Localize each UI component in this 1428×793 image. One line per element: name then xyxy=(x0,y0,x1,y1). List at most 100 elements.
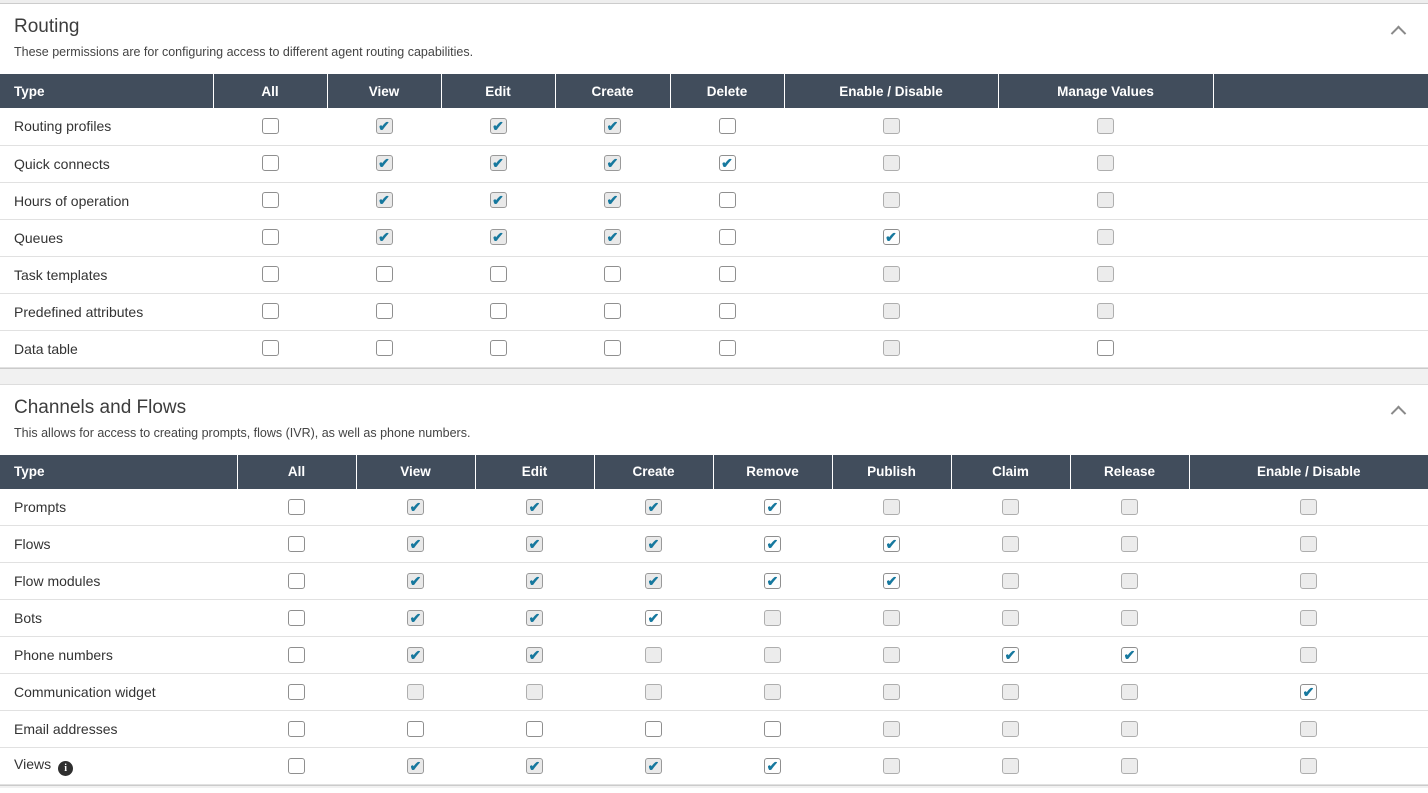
row-label: Bots xyxy=(0,599,237,637)
permission-checkbox[interactable]: ✔ xyxy=(764,757,781,774)
permission-checkbox xyxy=(1121,683,1138,700)
column-header: Publish xyxy=(831,454,951,489)
permission-checkbox[interactable] xyxy=(375,303,393,320)
permission-checkbox[interactable] xyxy=(288,572,305,589)
permission-checkbox[interactable] xyxy=(526,720,543,737)
permission-checkbox[interactable] xyxy=(489,266,507,283)
permission-cell xyxy=(998,182,1213,220)
permission-checkbox[interactable] xyxy=(718,118,736,135)
permission-cell xyxy=(1189,747,1428,785)
permission-checkbox[interactable]: ✔ xyxy=(883,535,900,552)
permission-cell: ✔ xyxy=(832,562,951,600)
permission-cell xyxy=(555,256,670,294)
permission-checkbox[interactable] xyxy=(645,720,662,737)
permission-checkbox[interactable]: ✔ xyxy=(764,572,781,589)
table-row: Prompts ✔ ✔ ✔ ✔ xyxy=(0,488,1428,526)
permission-checkbox[interactable]: ✔ xyxy=(1300,683,1317,700)
permission-checkbox[interactable] xyxy=(288,535,305,552)
permission-checkbox[interactable] xyxy=(718,266,736,283)
permission-checkbox[interactable] xyxy=(261,192,279,209)
permission-cell: ✔ xyxy=(356,747,475,785)
section-title: Routing xyxy=(14,16,80,37)
permission-cell xyxy=(441,330,555,368)
checkmark-icon: ✔ xyxy=(378,192,390,209)
permission-checkbox[interactable]: ✔ xyxy=(1121,646,1138,663)
checkmark-icon: ✔ xyxy=(1123,646,1136,663)
permission-checkbox[interactable] xyxy=(261,118,279,135)
permission-checkbox[interactable] xyxy=(764,720,781,737)
permission-cell xyxy=(951,747,1070,785)
permission-cell xyxy=(1189,488,1428,526)
permission-cell: ✔ xyxy=(475,562,594,600)
permission-checkbox[interactable] xyxy=(604,340,621,357)
permission-checkbox[interactable] xyxy=(489,303,507,320)
permission-cell xyxy=(237,747,356,785)
permission-cell: ✔ xyxy=(475,488,594,526)
checkmark-icon: ✔ xyxy=(647,757,660,774)
checkmark-icon: ✔ xyxy=(721,155,733,172)
checkmark-icon: ✔ xyxy=(378,118,390,135)
checkmark-icon: ✔ xyxy=(409,609,422,626)
permission-checkbox[interactable]: ✔ xyxy=(1002,646,1019,663)
permission-checkbox: ✔ xyxy=(526,646,543,663)
permission-checkbox xyxy=(1121,498,1138,515)
permission-cell xyxy=(237,525,356,563)
permission-cell xyxy=(713,673,832,711)
permission-cell: ✔ xyxy=(356,525,475,563)
permission-checkbox[interactable] xyxy=(261,266,279,283)
permission-checkbox[interactable]: ✔ xyxy=(764,535,781,552)
permission-checkbox xyxy=(1097,155,1114,172)
checkmark-icon: ✔ xyxy=(492,118,504,135)
permission-checkbox[interactable]: ✔ xyxy=(764,498,781,515)
checkmark-icon: ✔ xyxy=(1004,646,1017,663)
permission-checkbox[interactable] xyxy=(288,757,305,774)
checkmark-icon: ✔ xyxy=(647,609,660,626)
permission-cell xyxy=(951,710,1070,748)
permission-checkbox: ✔ xyxy=(375,192,393,209)
permission-checkbox[interactable]: ✔ xyxy=(718,155,736,172)
permission-checkbox[interactable] xyxy=(288,609,305,626)
permission-checkbox[interactable] xyxy=(261,229,279,246)
permission-checkbox: ✔ xyxy=(407,646,424,663)
permission-checkbox[interactable] xyxy=(375,266,393,283)
permission-cell xyxy=(832,710,951,748)
permission-checkbox[interactable] xyxy=(261,340,279,357)
permission-checkbox[interactable] xyxy=(489,340,507,357)
column-header: Enable / Disable xyxy=(783,74,998,108)
permission-checkbox: ✔ xyxy=(526,535,543,552)
column-header: Release xyxy=(1069,454,1189,489)
permission-cell xyxy=(237,673,356,711)
permission-cell xyxy=(832,636,951,674)
permission-checkbox xyxy=(1300,757,1317,774)
permission-checkbox[interactable]: ✔ xyxy=(883,572,900,589)
permission-checkbox[interactable] xyxy=(288,720,305,737)
permission-checkbox xyxy=(883,498,900,515)
permission-checkbox[interactable] xyxy=(288,498,305,515)
section-divider-band xyxy=(0,367,1428,385)
permission-checkbox[interactable] xyxy=(604,266,621,283)
permission-checkbox[interactable] xyxy=(718,303,736,320)
permission-checkbox[interactable] xyxy=(375,340,393,357)
permission-checkbox[interactable] xyxy=(261,155,279,172)
permission-checkbox[interactable] xyxy=(261,303,279,320)
permission-checkbox xyxy=(1121,720,1138,737)
permission-checkbox[interactable] xyxy=(718,192,736,209)
permission-checkbox[interactable]: ✔ xyxy=(882,229,900,246)
permission-checkbox[interactable]: ✔ xyxy=(645,609,662,626)
permission-cell xyxy=(237,562,356,600)
row-label: Phone numbers xyxy=(0,636,237,674)
permission-checkbox[interactable] xyxy=(718,229,736,246)
checkmark-icon: ✔ xyxy=(606,192,619,209)
info-icon[interactable]: i xyxy=(58,761,74,776)
column-header: Create xyxy=(593,454,713,489)
permission-checkbox[interactable] xyxy=(407,720,424,737)
permission-checkbox: ✔ xyxy=(375,229,393,246)
permission-checkbox[interactable] xyxy=(288,683,305,700)
empty-cell xyxy=(1213,182,1428,220)
collapse-channels-button[interactable] xyxy=(1384,397,1412,425)
collapse-routing-button[interactable] xyxy=(1384,16,1412,44)
permission-checkbox[interactable] xyxy=(718,340,736,357)
permission-checkbox[interactable] xyxy=(288,646,305,663)
permission-checkbox[interactable] xyxy=(1097,340,1114,357)
permission-checkbox[interactable] xyxy=(604,303,621,320)
